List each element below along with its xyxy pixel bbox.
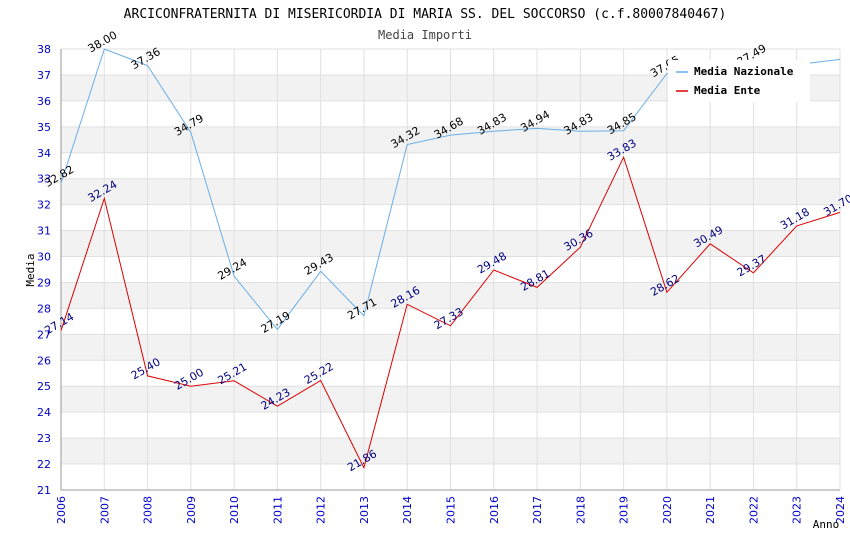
x-tick-label: 2023 <box>791 496 804 524</box>
y-tick-label: 25 <box>37 380 51 393</box>
x-tick-label: 2017 <box>531 496 544 524</box>
chart-title: ARCICONFRATERNITA DI MISERICORDIA DI MAR… <box>124 7 727 22</box>
y-tick-label: 33 <box>37 173 51 186</box>
x-tick-label: 2006 <box>55 496 68 524</box>
y-tick-label: 21 <box>37 484 51 497</box>
y-tick-label: 22 <box>37 458 51 471</box>
y-tick-label: 35 <box>37 121 51 134</box>
x-tick-label: 2012 <box>315 496 328 524</box>
y-tick-label: 32 <box>37 199 51 212</box>
y-tick-label: 34 <box>37 147 51 160</box>
x-tick-label: 2021 <box>704 496 717 524</box>
series-line-media-ente <box>60 155 841 470</box>
x-tick-label: 2016 <box>488 496 501 524</box>
y-tick-label: 23 <box>37 432 51 445</box>
data-label: 38.00 <box>86 28 120 55</box>
y-tick-label: 37 <box>37 69 51 82</box>
chart-subtitle: Media Importi <box>378 28 472 42</box>
legend: Media Nazionale Media Ente <box>668 60 810 102</box>
x-tick-label: 2015 <box>445 496 458 524</box>
x-tick-label: 2008 <box>142 496 155 524</box>
gridlines <box>60 48 841 491</box>
y-tick-label: 28 <box>37 302 51 315</box>
data-label: 25.21 <box>215 360 249 387</box>
x-tick-label: 2024 <box>834 496 847 524</box>
legend-label-media-ente: Media Ente <box>694 84 761 97</box>
x-tick-label: 2009 <box>185 496 198 524</box>
data-label: 27.33 <box>432 305 466 332</box>
x-tick-label: 2013 <box>358 496 371 524</box>
y-tick-label: 31 <box>37 225 51 238</box>
y-axis-label: Media <box>24 253 37 286</box>
y-tick-label: 29 <box>37 276 51 289</box>
x-axis-label: Anno <box>813 518 840 531</box>
y-tick-label: 24 <box>37 406 51 419</box>
x-tick-label: 2010 <box>228 496 241 524</box>
legend-box <box>668 60 810 102</box>
x-axis-ticks: 2006 2007 2008 2009 2010 2011 2012 2013 2014 2015… <box>55 496 847 524</box>
data-label: 29.24 <box>215 256 249 283</box>
y-tick-label: 26 <box>37 354 51 367</box>
y-axis-ticks: 21 22 23 24 25 26 27 28 29 30 31 32 33 34 35 36 37 38 <box>37 43 51 497</box>
x-tick-label: 2022 <box>747 496 760 524</box>
y-tick-label: 30 <box>37 251 51 264</box>
x-tick-label: 2014 <box>401 496 414 524</box>
legend-label-media-nazionale: Media Nazionale <box>694 65 794 78</box>
x-tick-label: 2011 <box>271 496 284 524</box>
y-tick-label: 27 <box>37 328 51 341</box>
data-label: 25.22 <box>302 360 336 387</box>
x-tick-label: 2007 <box>98 496 111 524</box>
x-tick-label: 2020 <box>661 496 674 524</box>
x-tick-label: 2018 <box>574 496 587 524</box>
y-tick-label: 38 <box>37 43 51 56</box>
x-tick-label: 2019 <box>618 496 631 524</box>
y-tick-label: 36 <box>37 95 51 108</box>
